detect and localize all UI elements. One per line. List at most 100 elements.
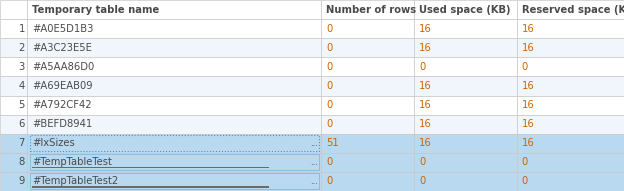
Text: 16: 16: [522, 119, 534, 129]
Text: #A792CF42: #A792CF42: [32, 100, 92, 110]
Bar: [30, 154, 319, 170]
Bar: [517, 19, 624, 38]
Text: Number of rows: Number of rows: [326, 5, 416, 15]
Bar: [321, 38, 414, 57]
Text: ...: ...: [310, 158, 318, 167]
Text: #TempTableTest2: #TempTableTest2: [32, 176, 118, 186]
Text: #A5AA86D0: #A5AA86D0: [32, 62, 94, 72]
Bar: [27, 115, 321, 134]
Bar: [321, 134, 414, 153]
Bar: [414, 153, 517, 172]
Text: 16: 16: [522, 138, 534, 148]
Text: 16: 16: [419, 100, 432, 110]
Bar: [27, 153, 321, 172]
Text: Reserved space (KB): Reserved space (KB): [522, 5, 624, 15]
Text: 16: 16: [419, 81, 432, 91]
Text: #A3C23E5E: #A3C23E5E: [32, 43, 92, 53]
Text: ...: ...: [310, 177, 318, 186]
Bar: [321, 57, 414, 76]
Text: 1: 1: [19, 24, 25, 34]
Text: 0: 0: [419, 176, 426, 186]
Bar: [0, 0, 27, 19]
Bar: [517, 96, 624, 115]
Text: #A0E5D1B3: #A0E5D1B3: [32, 24, 93, 34]
Text: 16: 16: [419, 24, 432, 34]
Text: 0: 0: [522, 176, 528, 186]
Bar: [27, 134, 321, 153]
Bar: [414, 57, 517, 76]
Text: 16: 16: [522, 100, 534, 110]
Bar: [517, 76, 624, 96]
Text: Temporary table name: Temporary table name: [32, 5, 160, 15]
Bar: [321, 96, 414, 115]
Text: 0: 0: [326, 100, 333, 110]
Bar: [0, 96, 27, 115]
Bar: [0, 153, 27, 172]
Bar: [517, 172, 624, 191]
Text: 8: 8: [19, 157, 25, 167]
Bar: [27, 57, 321, 76]
Bar: [27, 19, 321, 38]
Bar: [414, 0, 517, 19]
Bar: [517, 38, 624, 57]
Bar: [321, 76, 414, 96]
Text: 0: 0: [419, 157, 426, 167]
Text: 0: 0: [326, 157, 333, 167]
Bar: [0, 115, 27, 134]
Bar: [414, 96, 517, 115]
Bar: [321, 153, 414, 172]
Bar: [517, 57, 624, 76]
Text: 9: 9: [19, 176, 25, 186]
Bar: [517, 0, 624, 19]
Text: 16: 16: [419, 43, 432, 53]
Bar: [414, 134, 517, 153]
Bar: [30, 135, 319, 151]
Text: 16: 16: [522, 81, 534, 91]
Bar: [321, 19, 414, 38]
Bar: [27, 172, 321, 191]
Text: 0: 0: [326, 43, 333, 53]
Text: 0: 0: [522, 62, 528, 72]
Text: 0: 0: [326, 176, 333, 186]
Bar: [27, 76, 321, 96]
Text: 0: 0: [326, 81, 333, 91]
Text: 16: 16: [522, 43, 534, 53]
Bar: [321, 115, 414, 134]
Text: 0: 0: [326, 119, 333, 129]
Text: 7: 7: [19, 138, 25, 148]
Text: 3: 3: [19, 62, 25, 72]
Text: 0: 0: [522, 157, 528, 167]
Text: 4: 4: [19, 81, 25, 91]
Bar: [27, 96, 321, 115]
Text: 51: 51: [326, 138, 339, 148]
Text: 16: 16: [419, 138, 432, 148]
Text: 16: 16: [419, 119, 432, 129]
Bar: [32, 186, 270, 188]
Bar: [0, 172, 27, 191]
Text: ...: ...: [310, 139, 318, 148]
Bar: [0, 38, 27, 57]
Bar: [321, 0, 414, 19]
Text: #TempTableTest: #TempTableTest: [32, 157, 112, 167]
Bar: [0, 76, 27, 96]
Text: 0: 0: [326, 62, 333, 72]
Bar: [0, 19, 27, 38]
Bar: [321, 172, 414, 191]
Bar: [414, 19, 517, 38]
Text: #A69EAB09: #A69EAB09: [32, 81, 92, 91]
Text: 2: 2: [19, 43, 25, 53]
Bar: [414, 172, 517, 191]
Text: 0: 0: [326, 24, 333, 34]
Bar: [517, 134, 624, 153]
Bar: [32, 167, 270, 168]
Bar: [0, 57, 27, 76]
Bar: [414, 38, 517, 57]
Bar: [414, 115, 517, 134]
Text: 5: 5: [19, 100, 25, 110]
Text: 6: 6: [19, 119, 25, 129]
Text: #BEFD8941: #BEFD8941: [32, 119, 92, 129]
Bar: [414, 76, 517, 96]
Bar: [517, 153, 624, 172]
Text: #IxSizes: #IxSizes: [32, 138, 75, 148]
Text: 16: 16: [522, 24, 534, 34]
